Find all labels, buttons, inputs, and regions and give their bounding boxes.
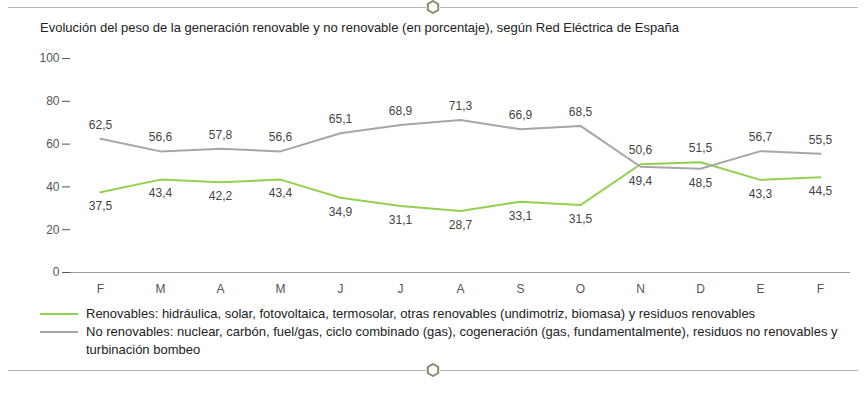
svg-text:49,4: 49,4: [629, 174, 653, 188]
svg-text:51,5: 51,5: [689, 141, 713, 155]
svg-text:33,1: 33,1: [509, 209, 533, 223]
svg-text:57,8: 57,8: [209, 128, 233, 142]
svg-text:31,1: 31,1: [389, 213, 413, 227]
svg-text:0: 0: [53, 265, 60, 279]
svg-text:S: S: [516, 282, 524, 296]
svg-text:43,3: 43,3: [749, 187, 773, 201]
svg-text:62,5: 62,5: [89, 118, 113, 132]
svg-text:43,4: 43,4: [149, 186, 173, 200]
svg-text:M: M: [156, 282, 166, 296]
svg-text:56,6: 56,6: [269, 130, 293, 144]
svg-text:80: 80: [46, 94, 60, 108]
svg-text:66,9: 66,9: [509, 108, 533, 122]
svg-text:M: M: [276, 282, 286, 296]
svg-text:34,9: 34,9: [329, 205, 353, 219]
svg-text:J: J: [398, 282, 404, 296]
svg-text:37,5: 37,5: [89, 199, 113, 213]
svg-text:48,5: 48,5: [689, 176, 713, 190]
svg-text:E: E: [756, 282, 764, 296]
svg-text:65,1: 65,1: [329, 112, 353, 126]
svg-text:68,5: 68,5: [569, 105, 593, 119]
svg-text:28,7: 28,7: [449, 218, 473, 232]
svg-text:68,9: 68,9: [389, 104, 413, 118]
svg-text:F: F: [817, 282, 824, 296]
svg-text:A: A: [216, 282, 224, 296]
svg-text:44,5: 44,5: [809, 184, 833, 198]
svg-text:71,3: 71,3: [449, 99, 473, 113]
svg-text:O: O: [576, 282, 585, 296]
html-text:No renovables: nuclear, carbón: No renovables: nuclear, carbón, fuel/gas…: [86, 324, 838, 357]
svg-text:55,5: 55,5: [809, 133, 833, 147]
svg-text:F: F: [97, 282, 104, 296]
svg-text:50,6: 50,6: [629, 143, 653, 157]
svg-text:40: 40: [46, 180, 60, 194]
html-text:Renovables: hidráulica, solar,: Renovables: hidráulica, solar, fotovolta…: [86, 306, 756, 321]
svg-text:20: 20: [46, 223, 60, 237]
svg-text:N: N: [636, 282, 645, 296]
svg-text:D: D: [696, 282, 705, 296]
svg-text:43,4: 43,4: [269, 186, 293, 200]
svg-text:56,7: 56,7: [749, 130, 773, 144]
svg-text:J: J: [338, 282, 344, 296]
html-text:Evolución del peso de la gener: Evolución del peso de la generación reno…: [40, 20, 679, 35]
svg-text:100: 100: [39, 51, 59, 65]
svg-text:42,2: 42,2: [209, 189, 233, 203]
svg-text:31,5: 31,5: [569, 212, 593, 226]
svg-text:A: A: [456, 282, 464, 296]
svg-text:56,6: 56,6: [149, 130, 173, 144]
svg-text:60: 60: [46, 137, 60, 151]
